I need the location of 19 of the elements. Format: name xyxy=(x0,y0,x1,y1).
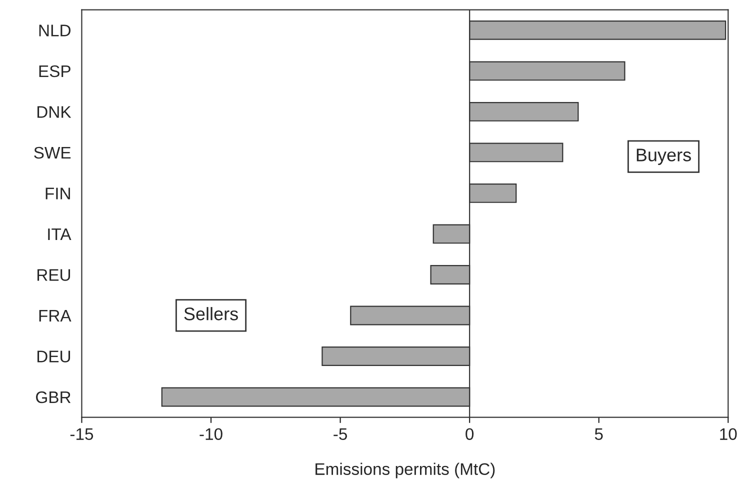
y-tick-label: SWE xyxy=(34,146,71,159)
x-tick-label: 5 xyxy=(594,428,603,440)
x-tick-label: 0 xyxy=(466,428,474,440)
y-tick-label: GBR xyxy=(36,391,71,404)
annotation: Sellers xyxy=(184,307,238,320)
y-tick-label: ESP xyxy=(39,65,70,78)
x-axis-title: Emissions permits (MtC) xyxy=(316,462,495,478)
x-tick-label: 10 xyxy=(720,428,737,440)
y-tick-label: NLD xyxy=(39,24,71,36)
x-tick-label: -5 xyxy=(334,428,348,440)
y-tick-label: REU xyxy=(37,269,70,281)
y-tick-label: FIN xyxy=(46,188,70,200)
x-tick-label: -15 xyxy=(70,428,94,440)
y-tick-label: FRA xyxy=(39,310,72,322)
y-tick-label: DNK xyxy=(37,106,72,118)
y-tick-label: ITA xyxy=(48,228,72,240)
x-tick-label: -10 xyxy=(200,428,222,440)
annotation: Buyers xyxy=(636,148,691,165)
y-tick-label: DEU xyxy=(37,350,70,362)
